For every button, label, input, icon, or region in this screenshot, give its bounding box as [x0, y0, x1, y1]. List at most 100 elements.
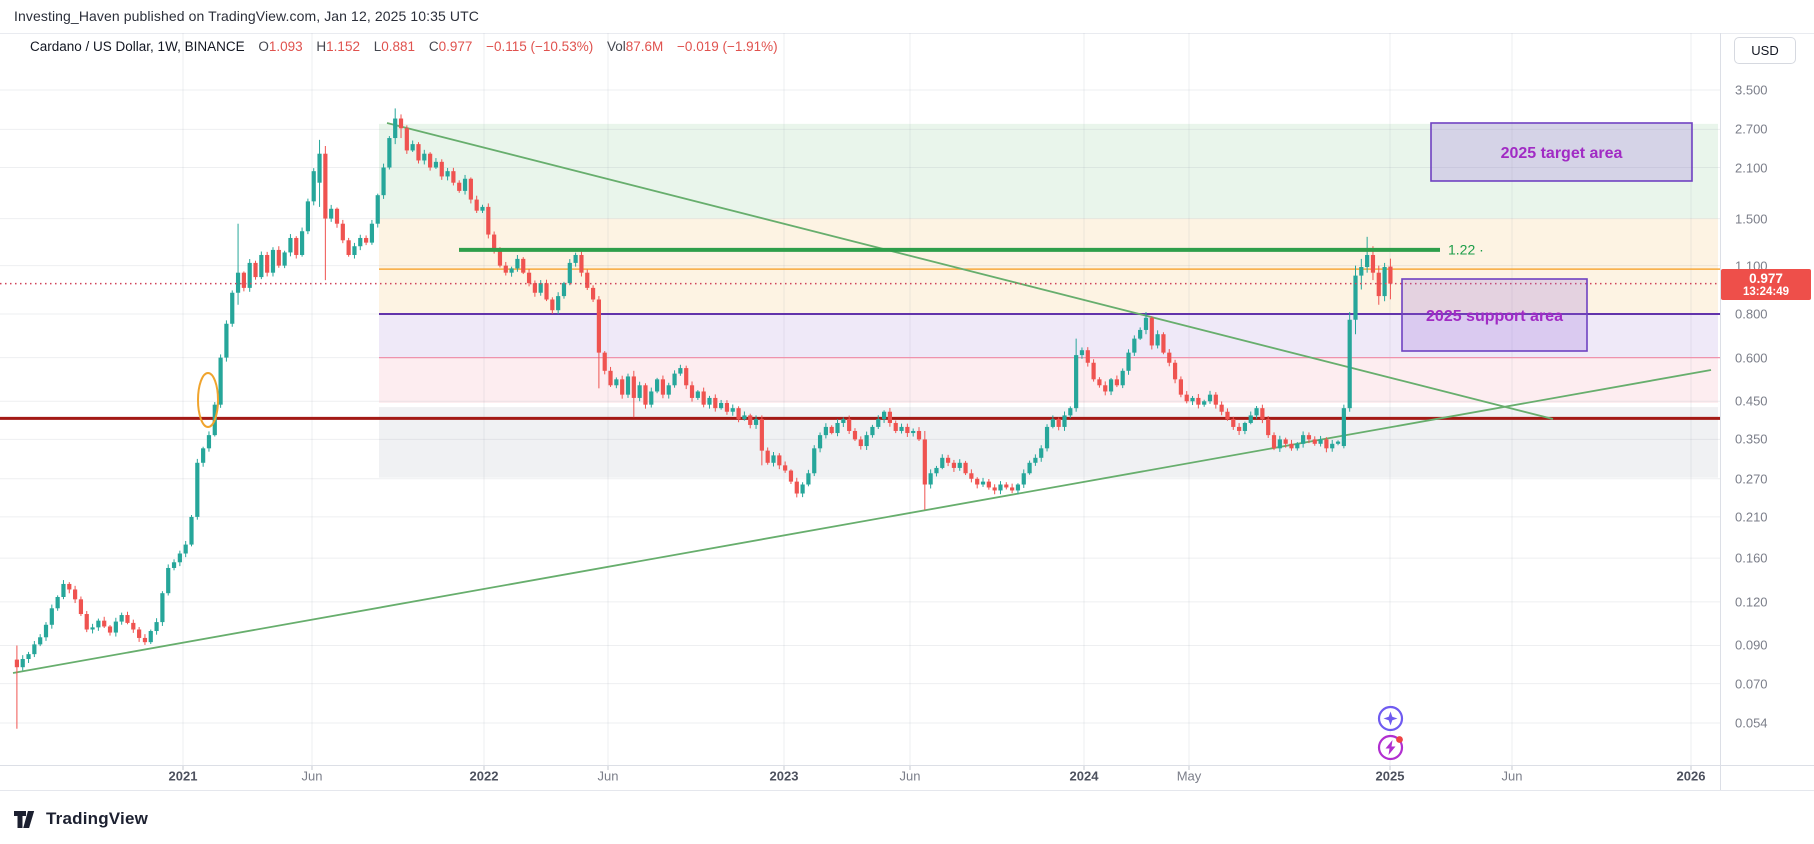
candle-body — [742, 415, 747, 420]
candle-body — [759, 419, 764, 451]
candle-body — [218, 357, 223, 405]
candle-body — [1056, 419, 1061, 427]
candle-body — [689, 385, 695, 398]
resistance-line-label: 1.22 · — [1448, 241, 1484, 257]
current-price-label: 0.977 13:24:49 — [1721, 268, 1811, 300]
volume-change: −0.019 (−1.91%) — [677, 39, 778, 54]
candle-body — [1289, 443, 1294, 449]
candle-body — [887, 411, 892, 423]
candle-body — [474, 199, 479, 211]
candle-body — [707, 397, 712, 405]
candle-body — [1068, 408, 1073, 416]
candle-body — [1138, 329, 1143, 339]
candle-body — [1172, 362, 1178, 380]
candle-body — [940, 457, 945, 468]
descending-trendline[interactable] — [386, 122, 1554, 420]
time-tick-label: 2023 — [769, 768, 799, 784]
candle-body — [270, 249, 276, 273]
candle-body — [794, 481, 799, 494]
price-tick-label: 0.090 — [1735, 637, 1768, 653]
candle-body — [1341, 408, 1346, 447]
candle-body — [876, 419, 881, 427]
candle-body — [375, 195, 380, 224]
candle-body — [1353, 275, 1358, 320]
candle-body — [858, 439, 863, 447]
candle-body — [579, 254, 584, 273]
candle-body — [1335, 441, 1341, 444]
time-tick-label: 2022 — [469, 768, 499, 784]
time-tick-label: Jun — [1501, 768, 1523, 784]
candle-body — [166, 567, 171, 594]
candle-body — [1079, 350, 1085, 356]
candle-body — [32, 644, 37, 655]
price-tick-label: 0.070 — [1735, 676, 1768, 692]
ascending-trendline[interactable] — [12, 369, 1712, 674]
candle-body — [1283, 439, 1288, 444]
candle-body — [969, 473, 974, 479]
candle-body — [655, 379, 660, 392]
candle-body — [946, 457, 951, 463]
symbol-legend[interactable]: Cardano / US Dollar, 1W, BINANCE O1.093 … — [30, 39, 778, 54]
time-tick-label: May — [1176, 768, 1202, 784]
candle-body — [1277, 439, 1282, 449]
support-area-box[interactable] — [1401, 278, 1588, 352]
currency-toggle-button[interactable]: USD — [1734, 37, 1796, 64]
time-tick-label: Jun — [899, 768, 921, 784]
candle-body — [980, 481, 986, 485]
candle-body — [1161, 334, 1166, 353]
price-tick-label: 0.160 — [1735, 550, 1768, 566]
candle-body — [881, 411, 887, 420]
candle-body — [771, 455, 776, 463]
pink-zone[interactable] — [379, 357, 1718, 403]
candle-body — [1324, 439, 1329, 449]
tradingview-logo-text: TradingView — [46, 809, 149, 828]
low-value: 0.881 — [381, 39, 416, 54]
candle-body — [643, 385, 648, 405]
time-tick-label: 2025 — [1375, 768, 1405, 784]
target-area-box[interactable] — [1430, 122, 1693, 182]
support-area-label: 2025 support area — [1426, 308, 1563, 325]
candle-body — [870, 426, 875, 436]
candle-body — [96, 620, 101, 628]
candle-body — [1242, 422, 1248, 431]
candle-body — [1213, 394, 1218, 405]
candle-body — [311, 171, 316, 202]
candle-body — [142, 637, 148, 643]
candle-body — [515, 258, 520, 269]
candle-body — [90, 627, 95, 630]
candle-body — [585, 272, 590, 288]
sparkle-icon — [1383, 711, 1398, 726]
candle-body — [1085, 350, 1090, 363]
candle-body — [84, 614, 89, 630]
bar-countdown: 13:24:49 — [1742, 286, 1790, 299]
cream-zone[interactable] — [379, 218, 1718, 314]
candle-body — [1167, 352, 1172, 363]
flash-icon-button[interactable] — [1377, 734, 1404, 761]
candle-body — [486, 206, 491, 235]
candle-body — [957, 462, 962, 468]
candle-body — [660, 379, 666, 395]
candle-body — [1114, 379, 1119, 386]
candle-body — [154, 622, 159, 632]
sparkle-icon-button[interactable] — [1377, 705, 1404, 732]
symbol-title[interactable]: Cardano / US Dollar, 1W, BINANCE — [30, 39, 245, 54]
candle-body — [713, 397, 718, 409]
candle-body — [492, 234, 497, 250]
candle-body — [1271, 435, 1277, 449]
candle-body — [253, 262, 258, 278]
candle-body — [1184, 394, 1189, 402]
notification-dot — [1396, 736, 1403, 743]
tradingview-logo[interactable]: TradingView — [14, 809, 148, 829]
candle-body — [806, 473, 811, 485]
time-axis-bottom-divider — [0, 790, 1814, 791]
candle-body — [148, 631, 153, 643]
time-tick-label: 2026 — [1676, 768, 1706, 784]
upper-green-zone[interactable] — [379, 123, 1718, 219]
candle-body — [497, 249, 503, 266]
candle-body — [911, 430, 916, 434]
candle-body — [1306, 435, 1312, 440]
candle-body — [992, 487, 997, 491]
candle-body — [1097, 379, 1102, 386]
ellipse-annotation[interactable] — [197, 372, 219, 428]
